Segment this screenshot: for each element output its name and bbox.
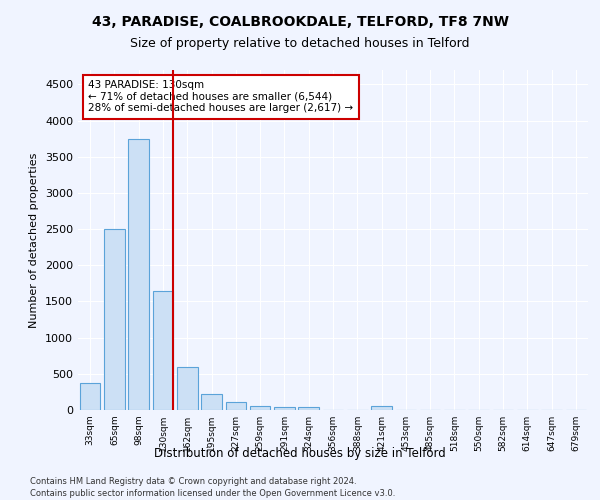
- Text: Contains HM Land Registry data © Crown copyright and database right 2024.: Contains HM Land Registry data © Crown c…: [30, 478, 356, 486]
- Y-axis label: Number of detached properties: Number of detached properties: [29, 152, 40, 328]
- Bar: [80, 383, 100, 410]
- Bar: [152, 292, 173, 410]
- Bar: [201, 394, 222, 410]
- Bar: [177, 368, 197, 410]
- Bar: [128, 138, 149, 410]
- Bar: [226, 402, 246, 410]
- Text: Distribution of detached houses by size in Telford: Distribution of detached houses by size …: [154, 448, 446, 460]
- Text: Size of property relative to detached houses in Telford: Size of property relative to detached ho…: [130, 38, 470, 51]
- Text: 43, PARADISE, COALBROOKDALE, TELFORD, TF8 7NW: 43, PARADISE, COALBROOKDALE, TELFORD, TF…: [91, 15, 509, 29]
- Text: 43 PARADISE: 130sqm
← 71% of detached houses are smaller (6,544)
28% of semi-det: 43 PARADISE: 130sqm ← 71% of detached ho…: [88, 80, 353, 114]
- Bar: [104, 229, 125, 410]
- Bar: [371, 406, 392, 410]
- Bar: [274, 407, 295, 410]
- Bar: [298, 407, 319, 410]
- Text: Contains public sector information licensed under the Open Government Licence v3: Contains public sector information licen…: [30, 489, 395, 498]
- Bar: [250, 406, 271, 410]
